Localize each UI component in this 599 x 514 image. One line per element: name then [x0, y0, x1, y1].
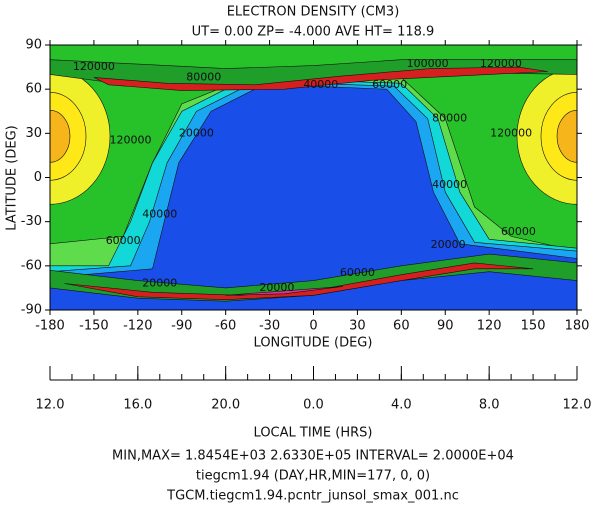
- contour-label: 40000: [432, 178, 467, 191]
- field-region: [50, 253, 577, 302]
- chart-subtitle: UT= 0.00 ZP= -4.000 AVE HT= 118.9: [192, 25, 435, 40]
- y-tick-label: -90: [21, 303, 42, 318]
- contour-label: 60000: [501, 225, 536, 238]
- contour-label: 40000: [142, 207, 177, 220]
- y-tick-label: 30: [25, 126, 42, 141]
- y-tick-label: -30: [21, 214, 42, 229]
- x-tick-label: 30: [349, 319, 366, 334]
- lt-tick-label: 12.0: [36, 398, 65, 413]
- contour-label: 60000: [372, 78, 407, 91]
- field-region: [93, 66, 548, 91]
- lt-tick-label: 4.0: [391, 398, 412, 413]
- y-tick-label: -60: [21, 258, 42, 273]
- field: [50, 59, 577, 310]
- contour-label: 20000: [179, 126, 214, 139]
- x-tick-label: -90: [171, 319, 192, 334]
- x-tick-label: -120: [123, 319, 153, 334]
- lt-tick-label: 0.0: [303, 398, 324, 413]
- footer-line: TGCM.tiegcm1.94.pcntr_junsol_smax_001.nc: [166, 489, 459, 504]
- contour-label: 60000: [340, 266, 375, 279]
- contour-label: 120000: [110, 134, 152, 147]
- x-tick-label: 150: [521, 319, 546, 334]
- contour-label: 40000: [303, 78, 338, 91]
- contour-label: 100000: [407, 57, 449, 70]
- lt-tick-label: 16.0: [123, 398, 152, 413]
- contour-label: 80000: [186, 70, 221, 83]
- footer-line: MIN,MAX= 1.8454E+03 2.6330E+05 INTERVAL=…: [112, 449, 514, 464]
- x-tick-label: -180: [35, 319, 65, 334]
- chart-title: ELECTRON DENSITY (CM3): [227, 5, 400, 20]
- x-tick-label: 180: [565, 319, 590, 334]
- lt-tick-label: 20.0: [211, 398, 240, 413]
- contour-label: 20000: [431, 238, 466, 251]
- contour-label: 120000: [73, 60, 115, 73]
- contour-label: 120000: [480, 57, 522, 70]
- field-region: [225, 286, 343, 296]
- field-region: [64, 262, 534, 301]
- x-tick-label: 90: [437, 319, 454, 334]
- field-region: [50, 109, 71, 163]
- x-tick-label: -30: [259, 319, 280, 334]
- x-tick-label: 120: [477, 319, 502, 334]
- lt-tick-label: 12.0: [563, 398, 592, 413]
- contour-label: 80000: [432, 112, 467, 125]
- contour-label: 20000: [142, 277, 177, 290]
- field-region: [556, 109, 577, 163]
- x-axis-label: LONGITUDE (DEG): [254, 336, 373, 351]
- x-tick-label: -150: [79, 319, 109, 334]
- y-tick-label: 90: [25, 38, 42, 53]
- y-tick-label: 0: [34, 170, 42, 185]
- lt-axis-label: LOCAL TIME (HRS): [254, 426, 373, 441]
- x-tick-label: -60: [215, 319, 236, 334]
- x-tick-label: 0: [309, 319, 317, 334]
- contour-label: 60000: [106, 234, 141, 247]
- footer-line: tiegcm1.94 (DAY,HR,MIN=177, 0, 0): [196, 469, 430, 484]
- x-tick-label: 60: [393, 319, 410, 334]
- lt-tick-label: 8.0: [479, 398, 500, 413]
- y-axis-label: LATITUDE (DEG): [5, 125, 20, 230]
- field-region: [50, 85, 577, 310]
- y-tick-label: 60: [25, 82, 42, 97]
- contour-label: 120000: [490, 126, 532, 139]
- contour-label: 20000: [259, 281, 294, 294]
